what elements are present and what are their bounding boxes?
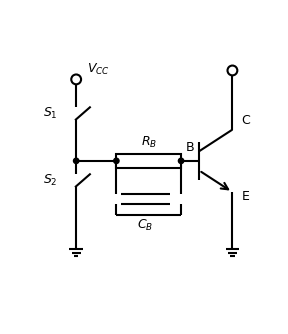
Circle shape [73,158,79,164]
Text: $S_1$: $S_1$ [43,106,57,121]
Circle shape [114,158,119,164]
Text: $R_B$: $R_B$ [141,135,157,150]
Text: B: B [186,141,194,154]
Bar [116,154,181,168]
Text: C: C [241,114,250,127]
Text: $S_2$: $S_2$ [43,173,57,188]
Text: $C_B$: $C_B$ [137,218,154,233]
Text: E: E [241,190,249,203]
Circle shape [178,158,184,164]
Text: $V_{CC}$: $V_{CC}$ [87,62,110,77]
